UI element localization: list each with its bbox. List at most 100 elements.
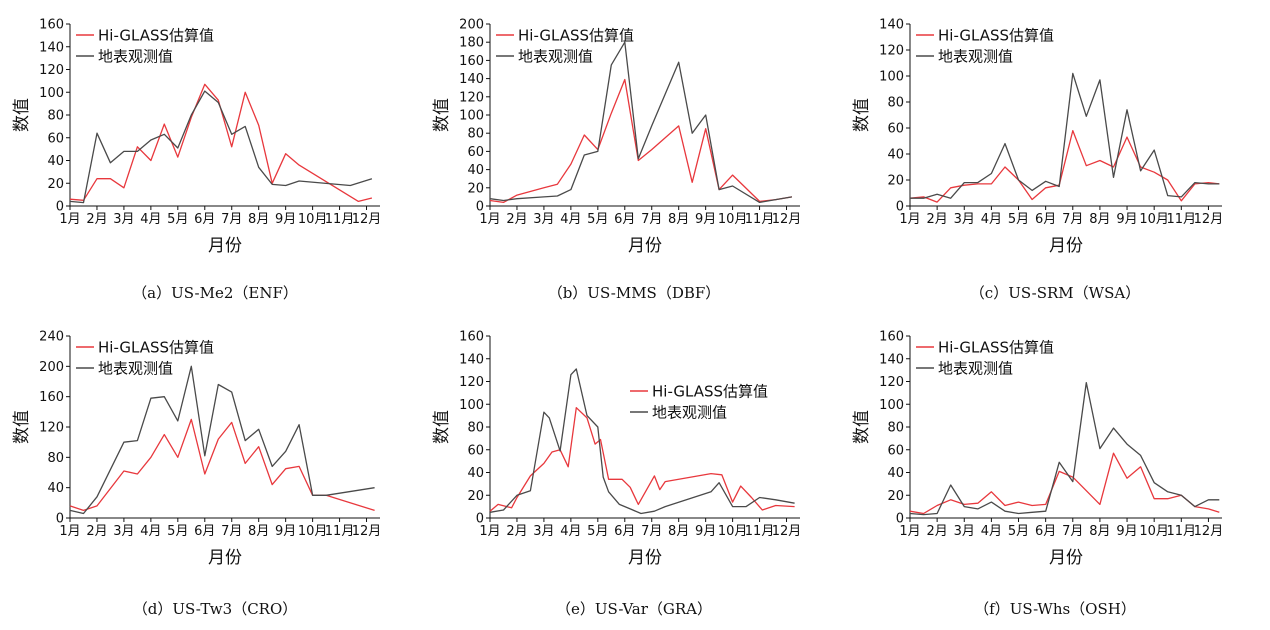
- x-axis-title: 月份: [628, 236, 662, 256]
- x-tick-label: 3月: [113, 212, 134, 227]
- x-tick-label: 1月: [479, 524, 500, 539]
- chart-panel-2: 0 20 40 60 80 100 120 140 160 180 200 1月 2月 3月 4月 5月 6月 7…: [432, 18, 801, 303]
- y-tick-label: 160: [39, 18, 64, 33]
- series-line-estimate: [489, 407, 795, 512]
- legend-label: Hi-GLASS估算值: [98, 27, 214, 45]
- y-axis-title: 数值: [852, 410, 872, 444]
- series-line-estimate: [909, 452, 1220, 515]
- x-tick-label: 3月: [954, 524, 975, 539]
- y-tick-label: 40: [47, 481, 64, 496]
- series-line-ground: [909, 381, 1220, 516]
- x-tick-label: 4月: [560, 212, 581, 227]
- x-tick-label: 2月: [926, 524, 947, 539]
- y-tick-label: 60: [47, 131, 64, 146]
- x-tick-label: 7月: [221, 524, 242, 539]
- series-line-estimate: [69, 418, 375, 512]
- x-tick-label: 2月: [506, 524, 527, 539]
- x-tick-label: 2月: [86, 524, 107, 539]
- x-tick-label: 8月: [1089, 524, 1110, 539]
- y-tick-label: 120: [879, 375, 904, 390]
- y-tick-label: 200: [39, 360, 64, 375]
- panel-caption: （a）US-Me2（ENF）: [132, 284, 298, 302]
- y-tick-label: 140: [879, 18, 904, 33]
- y-tick-label: 240: [39, 330, 64, 345]
- x-tick-label: 6月: [194, 212, 215, 227]
- x-tick-label: 12月: [772, 524, 802, 539]
- x-tick-label: 11月: [1167, 212, 1197, 227]
- x-tick-label: 9月: [275, 524, 296, 539]
- y-tick-label: 160: [459, 54, 484, 69]
- y-tick-label: 0: [56, 200, 64, 215]
- x-tick-label: 12月: [772, 212, 802, 227]
- x-tick-label: 6月: [1035, 524, 1056, 539]
- x-tick-label: 5月: [167, 524, 188, 539]
- y-tick-label: 20: [467, 181, 484, 196]
- x-tick-label: 9月: [1116, 212, 1137, 227]
- x-tick-label: 2月: [86, 212, 107, 227]
- y-tick-label: 140: [879, 352, 904, 367]
- y-tick-label: 40: [887, 466, 904, 481]
- x-tick-label: 12月: [352, 524, 382, 539]
- y-tick-label: 20: [467, 489, 484, 504]
- x-tick-label: 10月: [718, 524, 748, 539]
- x-tick-label: 11月: [1167, 524, 1197, 539]
- legend-label: 地表观测值: [98, 48, 173, 66]
- series-line-ground: [489, 368, 795, 515]
- y-tick-label: 0: [896, 512, 904, 527]
- x-tick-label: 6月: [194, 524, 215, 539]
- y-tick-label: 160: [39, 390, 64, 405]
- x-axis-title: 月份: [208, 548, 242, 568]
- x-tick-label: 11月: [325, 524, 355, 539]
- x-tick-label: 8月: [668, 212, 689, 227]
- chart-panel-4: 0 40 80 120 160 200 240 1月 2月 3月 4月 5月 6月 7月 8月 9月 10月11…: [12, 330, 381, 619]
- x-tick-label: 8月: [1089, 212, 1110, 227]
- y-tick-label: 120: [39, 63, 64, 78]
- x-tick-label: 10月: [1139, 212, 1169, 227]
- series-line-estimate: [69, 83, 373, 203]
- x-tick-label: 8月: [668, 524, 689, 539]
- legend-label: 地表观测值: [98, 360, 173, 378]
- x-tick-label: 10月: [718, 212, 748, 227]
- y-tick-label: 120: [459, 375, 484, 390]
- y-tick-label: 40: [467, 466, 484, 481]
- x-tick-label: 12月: [1194, 524, 1224, 539]
- panel-caption: （c）US-SRM（WSA）: [970, 284, 1140, 302]
- legend-label: Hi-GLASS估算值: [98, 339, 214, 357]
- x-axis-title: 月份: [1049, 548, 1083, 568]
- y-tick-label: 60: [887, 443, 904, 458]
- x-tick-label: 11月: [745, 524, 775, 539]
- y-tick-label: 20: [47, 177, 64, 192]
- y-tick-label: 20: [887, 174, 904, 189]
- y-tick-label: 40: [467, 163, 484, 178]
- y-tick-label: 40: [47, 154, 64, 169]
- x-tick-label: 9月: [695, 212, 716, 227]
- x-tick-label: 4月: [981, 524, 1002, 539]
- series-line-ground: [69, 365, 375, 515]
- y-tick-label: 20: [887, 489, 904, 504]
- x-tick-label: 3月: [954, 212, 975, 227]
- x-tick-label: 10月: [298, 524, 328, 539]
- y-axis-title: 数值: [12, 98, 32, 132]
- y-tick-label: 100: [39, 86, 64, 101]
- y-tick-label: 180: [459, 36, 484, 51]
- y-tick-label: 80: [467, 127, 484, 142]
- x-tick-label: 5月: [167, 212, 188, 227]
- x-tick-label: 10月: [298, 212, 328, 227]
- y-tick-label: 0: [56, 512, 64, 527]
- x-axis-title: 月份: [1049, 236, 1083, 256]
- legend-label: Hi-GLASS估算值: [938, 27, 1054, 45]
- y-tick-label: 120: [459, 90, 484, 105]
- x-tick-label: 2月: [926, 212, 947, 227]
- x-tick-label: 10月: [1139, 524, 1169, 539]
- x-tick-label: 3月: [113, 524, 134, 539]
- legend-label: 地表观测值: [518, 48, 593, 66]
- y-tick-label: 120: [879, 44, 904, 59]
- legend-label: Hi-GLASS估算值: [518, 27, 634, 45]
- x-tick-label: 9月: [695, 524, 716, 539]
- x-tick-label: 7月: [641, 212, 662, 227]
- panel-caption: （d）US-Tw3（CRO）: [133, 600, 298, 618]
- y-tick-label: 60: [887, 122, 904, 137]
- y-tick-label: 0: [896, 200, 904, 215]
